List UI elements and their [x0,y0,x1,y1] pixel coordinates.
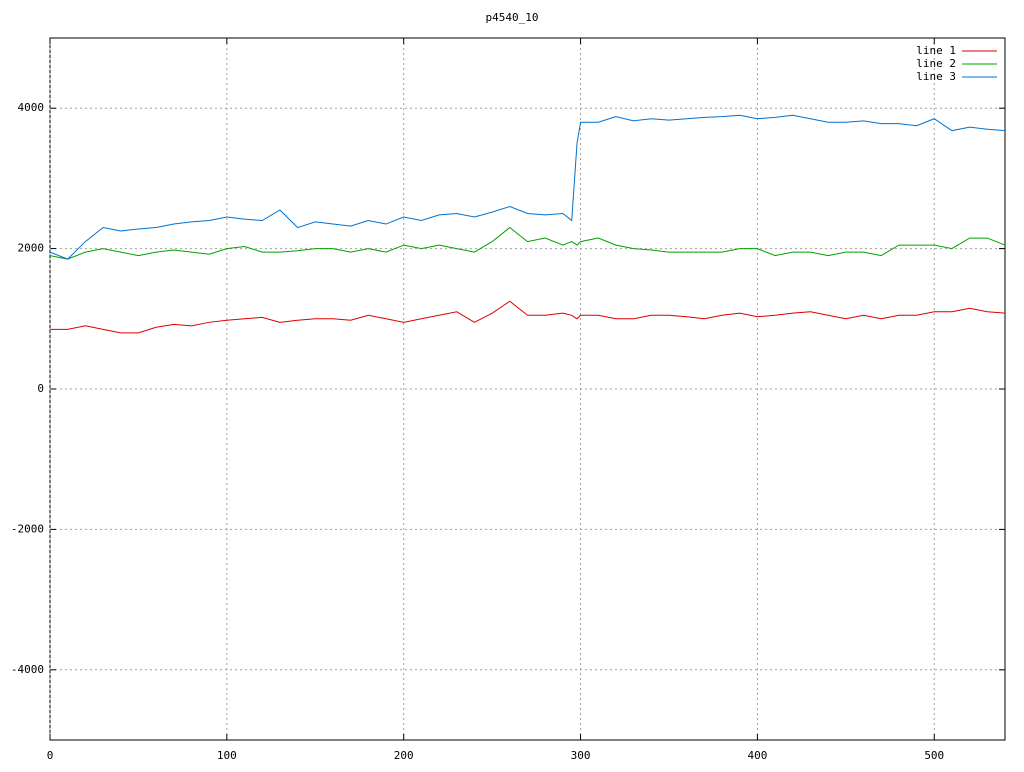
x-tick-label: 400 [747,749,767,762]
data-line [50,300,1006,334]
legend-label: line 1 [916,44,956,57]
data-line [49,226,1006,260]
x-tick-label: 100 [217,749,237,762]
legend-label: line 2 [916,57,956,70]
chart-title: p4540_10 [486,11,539,24]
data-line [49,114,1006,260]
y-tick-label: 4000 [18,101,45,114]
x-tick-label: 500 [924,749,944,762]
y-tick-label: 2000 [18,242,45,255]
x-tick-label: 300 [571,749,591,762]
y-tick-label: 0 [37,382,44,395]
legend-label: line 3 [916,70,956,83]
y-tick-label: -2000 [11,522,44,535]
x-tick-label: 0 [47,749,54,762]
x-tick-label: 200 [394,749,414,762]
y-tick-label: -4000 [11,663,44,676]
